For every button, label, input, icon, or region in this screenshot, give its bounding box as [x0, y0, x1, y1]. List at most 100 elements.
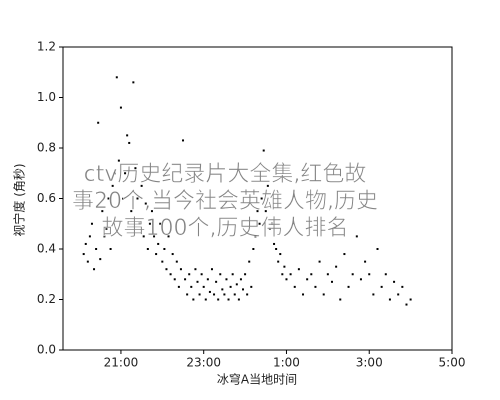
point [171, 253, 174, 256]
point [113, 172, 116, 175]
point [351, 273, 354, 276]
point [233, 293, 236, 296]
point [246, 293, 249, 296]
point [190, 285, 193, 288]
point [244, 273, 247, 276]
point [409, 298, 412, 301]
point [347, 285, 350, 288]
point [150, 210, 153, 213]
point [355, 235, 358, 238]
point [270, 222, 273, 225]
point [397, 293, 400, 296]
point [262, 149, 265, 152]
point [281, 273, 284, 276]
point [101, 210, 104, 213]
point [138, 222, 141, 225]
point [275, 248, 278, 250]
point [227, 298, 230, 301]
point [169, 273, 172, 276]
point [318, 260, 321, 263]
point [210, 268, 213, 271]
point [196, 280, 199, 283]
point [223, 293, 226, 296]
point [256, 210, 259, 213]
point [326, 273, 329, 276]
point [213, 293, 216, 296]
point [107, 197, 110, 200]
y-tick-label: 0.2 [37, 292, 56, 306]
point [273, 242, 276, 245]
point [115, 76, 118, 79]
point [231, 273, 234, 276]
point [339, 298, 342, 301]
point [219, 273, 222, 276]
point [260, 197, 263, 200]
point [134, 167, 137, 170]
point [239, 278, 242, 281]
point [155, 253, 158, 256]
point [82, 253, 85, 256]
point [90, 222, 93, 225]
point [204, 298, 207, 301]
point [153, 235, 156, 238]
point [119, 106, 122, 109]
point [117, 159, 120, 162]
point [175, 260, 178, 263]
y-tick-label: 1.2 [37, 40, 56, 54]
point [130, 210, 133, 213]
point [242, 288, 245, 291]
point [146, 248, 149, 250]
point [252, 248, 255, 250]
point [144, 202, 147, 205]
point [285, 278, 288, 281]
point [248, 260, 251, 263]
point [148, 222, 151, 225]
x-tick-label: 3:00 [356, 356, 383, 370]
point [372, 293, 375, 296]
x-tick-label: 23:00 [186, 356, 221, 370]
point [188, 273, 191, 276]
point [159, 222, 162, 225]
y-tick-label: 0.8 [37, 141, 56, 155]
point [184, 278, 187, 281]
point [142, 235, 145, 238]
point [97, 121, 100, 124]
point [380, 285, 383, 288]
point [405, 303, 408, 306]
watermark: 事20个,当今社会英雄人物,历史 [72, 189, 378, 214]
point [128, 141, 131, 144]
watermark: 故事100个,历史伟人排名 [102, 216, 349, 241]
point [122, 197, 125, 200]
point [86, 260, 89, 263]
point [310, 273, 313, 276]
point [335, 265, 338, 268]
point [132, 81, 135, 84]
point [157, 242, 160, 245]
point [384, 273, 387, 276]
point [388, 298, 391, 301]
point [268, 227, 271, 230]
point [198, 293, 201, 296]
point [186, 293, 189, 296]
point [126, 134, 129, 137]
point [289, 273, 292, 276]
point [322, 293, 325, 296]
point [124, 172, 127, 175]
point [182, 139, 185, 142]
point [221, 288, 224, 291]
point [206, 278, 209, 281]
point [293, 285, 296, 288]
point [250, 285, 253, 288]
x-axis-label: 冰穹A当地时间 [217, 372, 297, 387]
point [111, 184, 114, 187]
point [302, 293, 305, 296]
point [314, 285, 317, 288]
point [84, 242, 87, 245]
point [93, 268, 96, 271]
point [165, 268, 168, 271]
point [330, 280, 333, 283]
point [364, 260, 367, 263]
point [279, 253, 282, 256]
y-tick-label: 1.0 [37, 90, 56, 104]
point [359, 278, 362, 281]
